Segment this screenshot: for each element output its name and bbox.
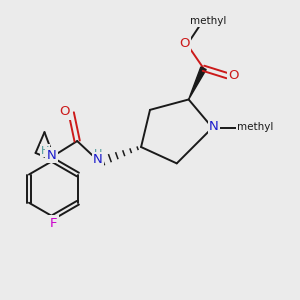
Text: methyl: methyl bbox=[190, 16, 226, 26]
Text: O: O bbox=[179, 37, 190, 50]
Text: F: F bbox=[50, 217, 57, 230]
Text: O: O bbox=[229, 69, 239, 82]
Text: O: O bbox=[59, 106, 70, 118]
Polygon shape bbox=[189, 67, 206, 100]
Text: N: N bbox=[209, 120, 219, 133]
Text: H: H bbox=[94, 148, 102, 159]
Text: N: N bbox=[46, 149, 56, 162]
Text: H: H bbox=[41, 146, 49, 156]
Text: N: N bbox=[93, 153, 103, 166]
Text: methyl: methyl bbox=[237, 122, 274, 132]
